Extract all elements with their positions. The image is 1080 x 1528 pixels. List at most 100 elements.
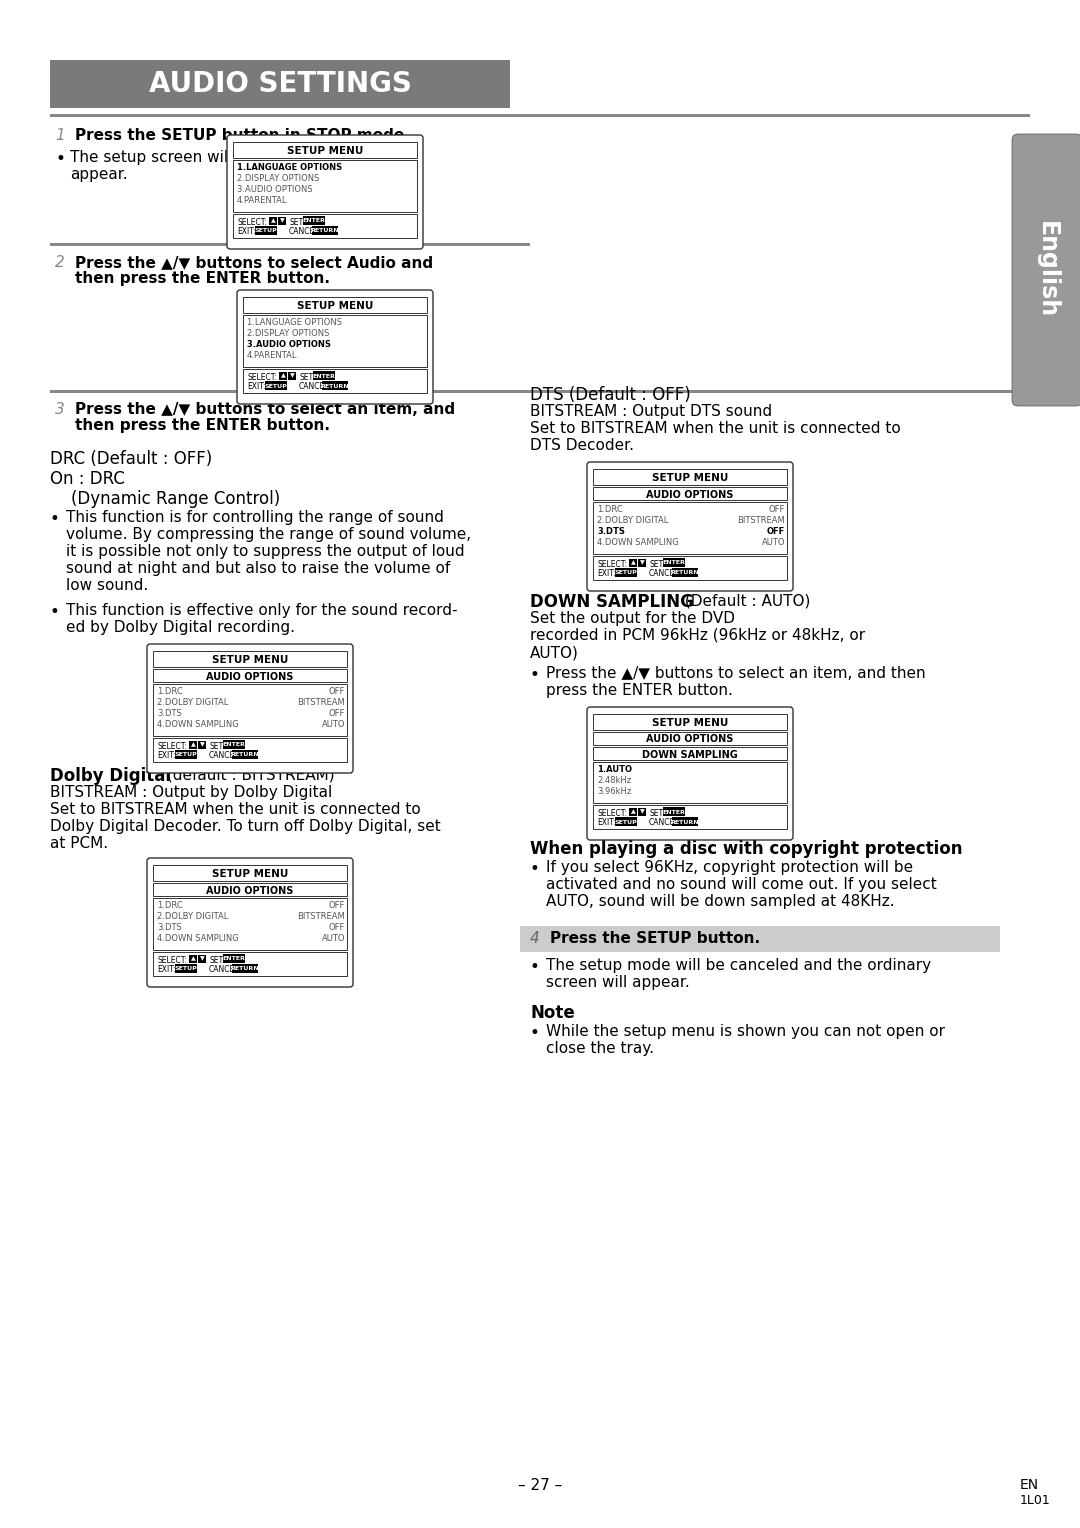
Text: 1L01: 1L01: [1020, 1494, 1051, 1507]
Text: CANCEL:: CANCEL:: [289, 228, 322, 235]
Text: SETUP MENU: SETUP MENU: [212, 869, 288, 879]
Text: CANCEL:: CANCEL:: [299, 382, 332, 391]
Text: Set to BITSTREAM when the unit is connected to: Set to BITSTREAM when the unit is connec…: [530, 422, 901, 435]
Bar: [232, 750, 258, 759]
Bar: [593, 469, 787, 484]
Text: ▼: ▼: [200, 957, 204, 961]
Text: DOWN SAMPLING: DOWN SAMPLING: [530, 593, 693, 611]
Text: AUTO: AUTO: [322, 934, 345, 943]
Text: DTS Decoder.: DTS Decoder.: [530, 439, 634, 452]
Bar: [222, 953, 245, 963]
Text: SETUP: SETUP: [265, 384, 287, 388]
Text: English: English: [1035, 222, 1059, 318]
Text: SET:: SET:: [649, 808, 665, 817]
Text: ENTER: ENTER: [662, 810, 686, 814]
FancyBboxPatch shape: [147, 643, 353, 773]
Text: OFF: OFF: [328, 902, 345, 911]
Text: EN: EN: [1020, 1478, 1039, 1491]
Text: SETUP MENU: SETUP MENU: [297, 301, 374, 312]
Text: AUTO: AUTO: [761, 538, 785, 547]
Text: 2: 2: [55, 255, 65, 270]
Text: OFF: OFF: [328, 688, 345, 695]
Text: •: •: [530, 1024, 540, 1042]
Bar: [50, 115, 1030, 118]
Bar: [278, 217, 286, 225]
Text: 4.PARENTAL: 4.PARENTAL: [237, 196, 287, 205]
Text: 1.LANGUAGE OPTIONS: 1.LANGUAGE OPTIONS: [237, 163, 342, 173]
Bar: [322, 380, 348, 390]
Bar: [255, 226, 276, 235]
Bar: [593, 487, 787, 500]
Bar: [198, 741, 206, 749]
Text: then press the ENTER button.: then press the ENTER button.: [75, 270, 330, 286]
Bar: [593, 556, 787, 581]
Text: SETUP: SETUP: [615, 819, 637, 825]
Bar: [243, 368, 427, 393]
Text: •: •: [530, 860, 540, 879]
Text: 1.DRC: 1.DRC: [597, 504, 623, 513]
Text: 4.DOWN SAMPLING: 4.DOWN SAMPLING: [597, 538, 678, 547]
Bar: [638, 559, 646, 567]
Text: OFF: OFF: [328, 709, 345, 718]
Bar: [222, 740, 245, 749]
Text: 3.AUDIO OPTIONS: 3.AUDIO OPTIONS: [237, 185, 312, 194]
Text: (Default : AUTO): (Default : AUTO): [680, 593, 810, 608]
Bar: [593, 503, 787, 555]
Text: EXIT:: EXIT:: [157, 966, 175, 973]
Text: EXIT:: EXIT:: [597, 568, 616, 578]
Bar: [233, 214, 417, 238]
Bar: [153, 898, 347, 950]
Text: Press the SETUP button.: Press the SETUP button.: [550, 931, 760, 946]
Text: RETURN: RETURN: [321, 384, 349, 388]
Text: AUDIO OPTIONS: AUDIO OPTIONS: [646, 489, 733, 500]
Bar: [153, 669, 347, 681]
Text: ▼: ▼: [289, 373, 295, 379]
Text: •: •: [50, 510, 59, 529]
Text: ▼: ▼: [200, 743, 204, 747]
Text: DOWN SAMPLING: DOWN SAMPLING: [643, 750, 738, 759]
Text: 2.DOLBY DIGITAL: 2.DOLBY DIGITAL: [157, 912, 228, 921]
Text: – 27 –: – 27 –: [518, 1478, 562, 1493]
Text: Press the ▲/▼ buttons to select an item, and then: Press the ▲/▼ buttons to select an item,…: [546, 666, 926, 681]
Text: CANCEL:: CANCEL:: [210, 966, 242, 973]
Text: BITSTREAM: BITSTREAM: [297, 912, 345, 921]
Text: SETUP MENU: SETUP MENU: [287, 147, 363, 156]
Text: 2.DOLBY DIGITAL: 2.DOLBY DIGITAL: [597, 516, 669, 526]
Text: AUTO, sound will be down sampled at 48KHz.: AUTO, sound will be down sampled at 48KH…: [546, 894, 894, 909]
Text: •: •: [50, 604, 59, 620]
Bar: [672, 568, 698, 578]
Text: If you select 96KHz, copyright protection will be: If you select 96KHz, copyright protectio…: [546, 860, 913, 876]
Bar: [269, 217, 276, 225]
Text: ▼: ▼: [639, 561, 645, 565]
Text: Note: Note: [530, 1004, 575, 1022]
Text: AUTO: AUTO: [322, 720, 345, 729]
Text: The setup screen will: The setup screen will: [70, 150, 232, 165]
Bar: [233, 160, 417, 212]
Text: DRC (Default : OFF): DRC (Default : OFF): [50, 451, 213, 468]
Text: 3.DTS: 3.DTS: [157, 923, 181, 932]
Bar: [198, 955, 206, 963]
Text: SET:: SET:: [289, 219, 305, 228]
Text: 1.LANGUAGE OPTIONS: 1.LANGUAGE OPTIONS: [247, 318, 342, 327]
Text: OFF: OFF: [769, 504, 785, 513]
Text: SELECT:: SELECT:: [237, 219, 267, 228]
Text: Set to BITSTREAM when the unit is connected to: Set to BITSTREAM when the unit is connec…: [50, 802, 421, 817]
Bar: [593, 762, 787, 804]
Text: ▲: ▲: [281, 373, 285, 379]
Text: CANCEL:: CANCEL:: [649, 568, 681, 578]
Text: RETURN: RETURN: [231, 967, 259, 972]
Text: ENTER: ENTER: [312, 373, 336, 379]
Bar: [303, 215, 325, 225]
Bar: [50, 243, 530, 246]
Text: SELECT:: SELECT:: [247, 373, 276, 382]
Text: 1.AUTO: 1.AUTO: [597, 766, 632, 775]
Text: When playing a disc with copyright protection: When playing a disc with copyright prote…: [530, 840, 962, 859]
Text: AUDIO SETTINGS: AUDIO SETTINGS: [149, 70, 411, 98]
Text: SETUP: SETUP: [255, 229, 278, 234]
Bar: [593, 714, 787, 730]
Text: •: •: [530, 666, 540, 685]
Bar: [312, 226, 338, 235]
Text: BITSTREAM: BITSTREAM: [297, 698, 345, 707]
Text: 3.DTS: 3.DTS: [597, 527, 625, 536]
Bar: [153, 738, 347, 762]
